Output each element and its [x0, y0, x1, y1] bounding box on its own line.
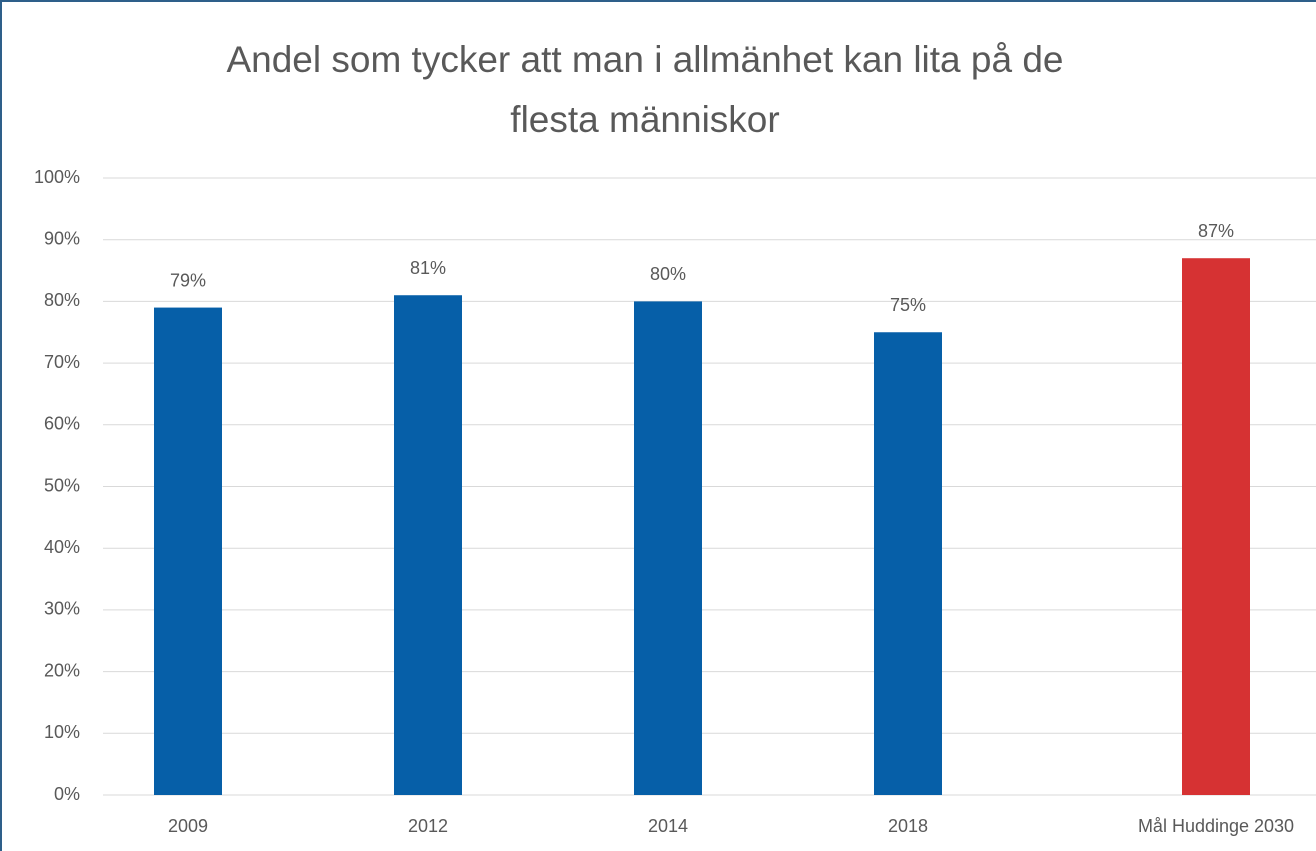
bar — [154, 307, 222, 795]
y-tick-label: 30% — [44, 599, 80, 619]
y-tick-label: 70% — [44, 352, 80, 372]
x-tick-label: 2009 — [168, 816, 208, 836]
data-label: 81% — [410, 258, 446, 278]
y-tick-label: 80% — [44, 290, 80, 310]
y-tick-label: 60% — [44, 414, 80, 434]
x-tick-label: Mål Huddinge 2030 — [1138, 816, 1294, 836]
bar — [1182, 258, 1250, 796]
y-tick-label: 20% — [44, 660, 80, 680]
data-label: 79% — [170, 270, 206, 290]
data-label: 80% — [650, 264, 686, 284]
x-tick-label: 2012 — [408, 816, 448, 836]
data-label: 75% — [890, 295, 926, 315]
x-tick-label: 2018 — [888, 816, 928, 836]
x-tick-label: 2014 — [648, 816, 688, 836]
bar — [394, 295, 462, 795]
chart-title: Andel som tycker att man i allmänhet kan… — [226, 39, 1063, 80]
y-tick-label: 10% — [44, 722, 80, 742]
y-tick-label: 90% — [44, 228, 80, 248]
y-tick-label: 50% — [44, 475, 80, 495]
y-tick-label: 0% — [54, 784, 80, 804]
y-tick-label: 40% — [44, 537, 80, 557]
bar — [634, 301, 702, 795]
data-label: 87% — [1198, 221, 1234, 241]
y-tick-label: 100% — [34, 167, 80, 187]
chart-title: flesta människor — [510, 99, 779, 140]
bar — [874, 332, 942, 795]
